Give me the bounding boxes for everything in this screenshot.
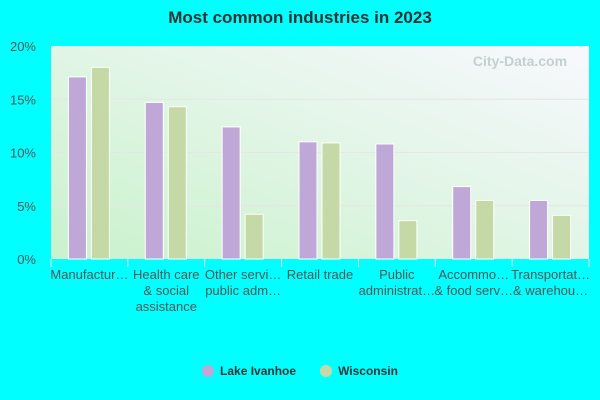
legend-label: Wisconsin [338,364,398,378]
bar-wisconsin [90,66,110,260]
x-category-label: & food serv… [434,283,513,298]
x-category-label: public adm… [205,283,281,298]
bar-wisconsin [552,214,572,260]
x-category-label: Retail trade [287,267,353,282]
x-category-label: Transportat… [511,267,590,282]
x-category-label: Health care [133,267,199,282]
bar-wisconsin [321,142,341,260]
legend: Lake Ivanhoe Wisconsin [0,364,600,378]
x-category-label: administrat… [359,283,436,298]
x-category-label: Public [379,267,415,282]
bar-lake-ivanhoe [529,199,549,260]
legend-item: Lake Ivanhoe [202,364,296,378]
watermark-logo: City-Data.com [473,53,567,69]
bar-lake-ivanhoe [298,141,318,260]
y-tick-label: 5% [17,199,36,214]
bar-lake-ivanhoe [375,143,395,260]
x-category-label: & warehou… [513,283,588,298]
x-category-label: assistance [136,299,197,314]
y-tick-label: 0% [17,252,36,267]
bar-wisconsin [398,220,418,260]
x-category-label: Other servi… [205,267,282,282]
bar-lake-ivanhoe [144,101,164,260]
legend-swatch [320,365,333,377]
chart-title: Most common industries in 2023 [168,8,432,27]
bar-chart: 0% 5% 10% 15% 20% City-Data.com Manufactur… Hea… [10,39,590,314]
legend-item: Wisconsin [320,364,398,378]
y-tick-label: 20% [10,39,36,54]
bar-lake-ivanhoe [67,76,87,260]
x-category-label: Manufactur… [50,267,128,282]
legend-label: Lake Ivanhoe [220,364,297,378]
y-tick-label: 10% [10,146,36,161]
y-tick-label: 15% [10,92,36,107]
bar-lake-ivanhoe [452,186,472,260]
x-category-label: Accommo… [438,267,509,282]
x-category-label: & social [144,283,190,298]
bar-wisconsin [167,106,187,260]
legend-swatch [202,365,215,377]
bar-wisconsin [244,213,264,260]
bar-lake-ivanhoe [221,126,241,260]
bar-wisconsin [475,199,495,260]
